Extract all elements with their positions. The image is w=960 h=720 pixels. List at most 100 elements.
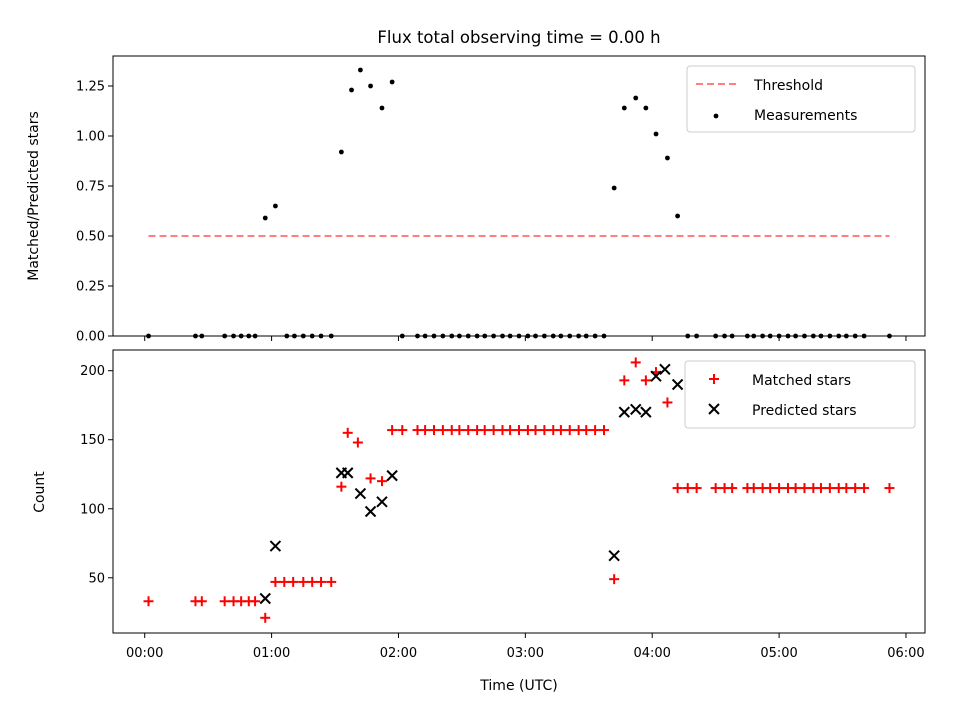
top-y-tick-label: 1.00 [76,130,105,145]
matched-star-marker [609,574,620,585]
x-tick-label: 00:00 [126,646,163,661]
matched-star-marker [599,425,610,436]
measurement-point [633,95,639,101]
matched-star-marker [530,425,541,436]
matched-star-marker [279,576,290,587]
matched-star-marker [428,425,439,436]
matched-star-marker [336,481,347,492]
matched-star-marker [342,427,353,438]
matched-star-marker [352,437,363,448]
matched-star-marker [219,596,230,607]
matched-star-marker [710,483,721,494]
bottom-y-tick-label: 100 [80,502,105,517]
bottom-axes-frame [112,349,926,634]
top-y-axis-label: Matched/Predicted stars [26,111,42,281]
legend-predicted-label: Predicted stars [752,403,857,419]
legend-matched-label: Matched stars [752,373,851,389]
measurement-point [389,79,395,85]
matched-star-marker [841,483,852,494]
measurement-point [358,67,363,73]
matched-star-marker [539,425,550,436]
matched-star-marker [270,576,281,587]
matched-star-marker [630,357,641,368]
top-legend-box [686,65,916,133]
matched-star-marker [387,425,398,436]
predicted-star-marker [659,363,671,376]
matched-star-marker [376,476,387,487]
predicted-star-marker [618,406,631,418]
legend-threshold-label: Threshold [753,78,823,94]
x-tick-label: 04:00 [633,646,670,661]
top-plot-area [146,67,892,339]
measurement-point [675,213,680,219]
predicted-star-d2 [269,540,282,552]
bottom-y-tick-label: 200 [80,364,105,379]
predicted-star-marker [259,592,271,605]
top-y-tick-label: 1.25 [76,80,105,95]
measurement-point [379,105,385,111]
matched-star-marker [682,483,693,494]
measurement-point [611,185,617,191]
matched-star-marker [815,483,826,494]
matched-star-marker [672,483,683,494]
matched-star-marker [774,483,785,494]
predicted-star-marker [608,549,620,562]
matched-star-marker [420,425,431,436]
predicted-star-marker [640,406,652,418]
matched-star-marker [564,425,575,436]
matched-star-marker [799,483,810,494]
top-axes-frame [112,55,926,337]
predicted-star-d2 [386,469,398,482]
measurement-point [338,149,344,155]
predicted-star-marker [630,403,642,416]
matched-star-marker [662,397,673,408]
bottom-y-tick-label: 50 [88,571,105,586]
x-tick-label: 02:00 [380,646,417,661]
predicted-star-marker [364,505,377,518]
matched-star-marker [691,483,702,494]
matched-star-marker [143,596,154,607]
measurement-point [643,105,649,111]
predicted-star-d2 [671,378,684,391]
x-tick-label: 01:00 [253,646,290,661]
predicted-star-marker [269,540,282,552]
predicted-star-marker [342,467,354,479]
matched-star-marker [463,425,474,436]
legend-predicted-swatch [708,403,720,415]
matched-star-marker [397,425,408,436]
predicted-star-d2 [630,403,642,416]
x-axis-label: Time (UTC) [479,678,557,694]
bottom-y-axis-label: Count [32,471,48,513]
chart-title: Flux total observing time = 0.00 h [377,28,660,47]
measurement-point [368,83,373,89]
matched-star-marker [765,483,776,494]
matched-star-marker [250,596,261,607]
predicted-star-d2 [342,467,354,479]
bottom-legend-box [684,360,916,429]
matched-star-marker [260,612,271,623]
matched-star-marker [437,425,448,436]
matched-star-marker [298,576,309,587]
predicted-star-marker [354,487,367,500]
matched-star-marker [196,596,207,607]
matched-star-marker [288,576,299,587]
predicted-star-marker [671,378,684,391]
top-legend: Threshold Measurements [686,65,916,133]
matched-star-marker [581,425,592,436]
matched-star-marker [884,483,895,494]
matched-star-marker [790,483,801,494]
legend-measurements-swatch [713,113,719,119]
x-tick-label: 03:00 [507,646,544,661]
predicted-star-d2 [376,496,388,508]
matched-star-marker [307,576,318,587]
matched-star-marker [824,483,835,494]
predicted-star-d2 [618,406,631,418]
predicted-star-marker [376,496,388,508]
matched-star-marker [590,425,601,436]
predicted-star-marker [650,370,662,382]
measurement-point [653,131,659,137]
x-tick-label: 06:00 [887,646,924,661]
matched-star-marker [748,483,759,494]
measurement-point [349,87,354,93]
